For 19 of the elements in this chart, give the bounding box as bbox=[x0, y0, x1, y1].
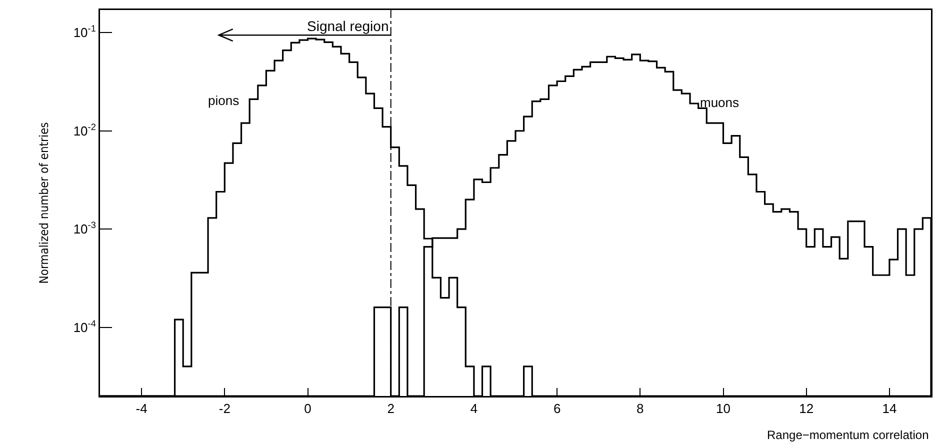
series-label: muons bbox=[700, 95, 740, 110]
x-tick-label: 14 bbox=[882, 401, 897, 416]
series-label: pions bbox=[208, 93, 240, 108]
x-tick-label: 8 bbox=[636, 401, 644, 416]
x-tick-label: 12 bbox=[799, 401, 814, 416]
y-tick-label: 10$^{-4}$ bbox=[73, 318, 96, 335]
x-tick-label: 10 bbox=[716, 401, 730, 416]
x-tick-label: -4 bbox=[136, 401, 148, 416]
y-tick-label: 10$^{-1}$ bbox=[73, 24, 96, 40]
y-tick-label: 10$^{-2}$ bbox=[73, 122, 96, 138]
x-tick-label: 2 bbox=[387, 401, 394, 416]
x-tick-label: 6 bbox=[553, 401, 561, 416]
x-tick-label: 0 bbox=[304, 401, 312, 416]
y-axis-title: Normalized number of entries bbox=[36, 122, 51, 284]
x-axis-title: Range−momentum correlation bbox=[767, 428, 929, 442]
y-tick-label: 10$^{-3}$ bbox=[73, 220, 96, 237]
x-tick-label: 4 bbox=[470, 401, 478, 416]
ref-line-label: Signal region bbox=[307, 18, 389, 34]
x-tick-label: -2 bbox=[218, 401, 230, 416]
